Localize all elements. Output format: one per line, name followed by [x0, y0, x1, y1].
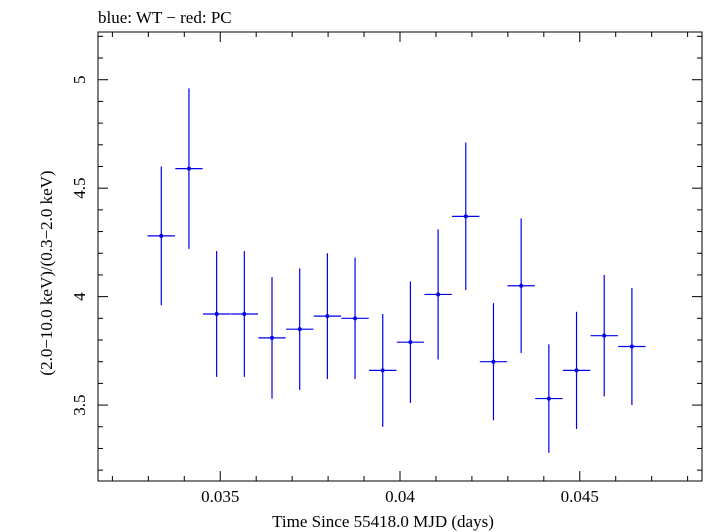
y-tick-label: 4 — [70, 292, 89, 301]
data-marker — [380, 368, 385, 373]
data-marker — [325, 314, 330, 319]
data-point — [175, 88, 203, 249]
chart-title: blue: WT − red: PC — [98, 8, 232, 27]
y-tick-label: 3.5 — [70, 394, 89, 415]
x-tick-label: 0.035 — [201, 487, 239, 506]
data-point — [258, 277, 286, 399]
data-marker — [270, 335, 275, 340]
data-marker — [602, 333, 607, 338]
data-point — [147, 166, 175, 306]
data-series — [147, 88, 646, 453]
data-marker — [519, 283, 524, 288]
y-axis-label: (2.0−10.0 keV)/(0.3−2.0 keV) — [37, 170, 56, 375]
data-marker — [574, 368, 579, 373]
data-point — [618, 287, 646, 406]
data-point — [286, 268, 314, 390]
data-point — [369, 313, 397, 427]
data-point — [202, 251, 231, 377]
data-marker — [159, 233, 164, 238]
data-point — [590, 274, 618, 397]
data-point — [230, 251, 258, 377]
data-marker — [629, 344, 634, 349]
data-marker — [408, 340, 413, 345]
data-marker — [463, 214, 468, 219]
data-marker — [353, 316, 358, 321]
data-marker — [297, 327, 302, 332]
data-marker — [436, 292, 441, 297]
data-marker — [491, 359, 496, 364]
data-marker — [546, 396, 551, 401]
data-point — [341, 257, 369, 380]
data-point — [479, 303, 508, 421]
data-point — [313, 253, 342, 380]
data-point — [424, 229, 452, 360]
tick-labels: 0.035 0.04 0.045 3.5 4 4.5 5 — [70, 75, 599, 506]
data-point — [452, 142, 480, 291]
y-tick-label: 5 — [70, 75, 89, 84]
data-marker — [242, 311, 247, 316]
data-point — [535, 344, 563, 453]
data-point — [507, 218, 535, 354]
x-tick-label: 0.045 — [561, 487, 599, 506]
data-point — [562, 311, 591, 429]
y-tick-label: 4.5 — [70, 178, 89, 199]
x-tick-label: 0.04 — [385, 487, 415, 506]
x-axis-label: Time Since 55418.0 MJD (days) — [272, 512, 494, 531]
data-marker — [214, 311, 219, 316]
axis-ticks — [98, 32, 702, 481]
data-marker — [186, 166, 191, 171]
data-point — [396, 281, 425, 403]
